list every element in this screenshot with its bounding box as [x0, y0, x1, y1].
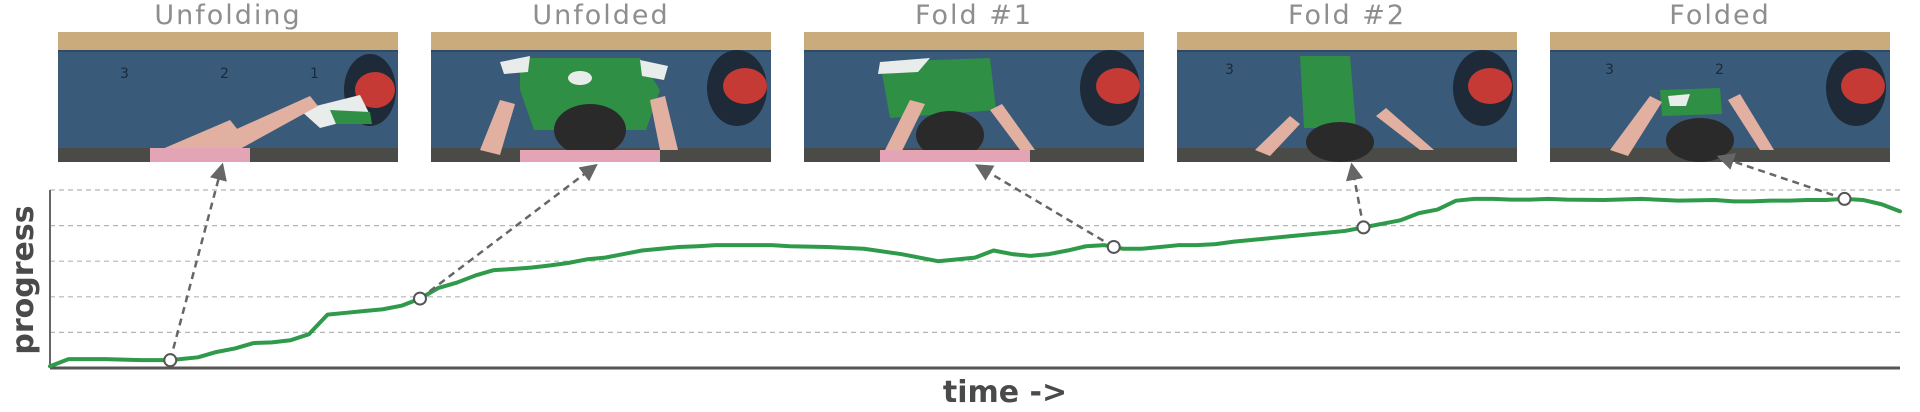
svg-text:3: 3	[1605, 62, 1614, 78]
svg-text:3: 3	[1225, 62, 1234, 78]
stage-marker	[413, 291, 427, 306]
stage-marker	[1837, 191, 1852, 206]
x-axis-label: time ->	[943, 375, 1067, 410]
svg-text:1: 1	[310, 66, 319, 82]
svg-text:2: 2	[220, 66, 229, 82]
stage-arrows	[169, 153, 1845, 361]
stage-label-unfolded: Unfolded	[532, 0, 669, 31]
frame-fold-1	[804, 32, 1144, 162]
stage-label-fold-1: Fold #1	[915, 0, 1033, 31]
frame-folded: 3 2	[1550, 32, 1890, 162]
video-frames: 3 2 1	[58, 32, 1890, 162]
stage-arrow	[169, 162, 227, 361]
stage-marker	[1106, 239, 1121, 254]
frame-fold-2: 3	[1177, 32, 1517, 162]
stage-marker	[1356, 220, 1371, 235]
stage-marker	[163, 353, 178, 368]
stage-arrow	[1716, 153, 1845, 201]
gridlines	[50, 189, 1900, 333]
stage-label-fold-2: Fold #2	[1288, 0, 1406, 31]
stage-arrow	[1345, 162, 1365, 228]
y-axis-label: progress	[6, 205, 41, 354]
stage-label-folded: Folded	[1669, 0, 1770, 31]
svg-text:2: 2	[1715, 62, 1724, 78]
stage-arrow	[974, 164, 1115, 249]
stage-arrow	[419, 163, 598, 300]
stage-labels: Unfolding Unfolded Fold #1 Fold #2 Folde…	[154, 0, 1770, 31]
stage-markers	[163, 191, 1852, 368]
frame-unfolding: 3 2 1	[58, 32, 398, 162]
series-line-progress	[48, 196, 1902, 369]
stage-label-unfolding: Unfolding	[154, 0, 301, 31]
frame-unfolded	[431, 32, 771, 162]
svg-text:3: 3	[120, 66, 129, 82]
